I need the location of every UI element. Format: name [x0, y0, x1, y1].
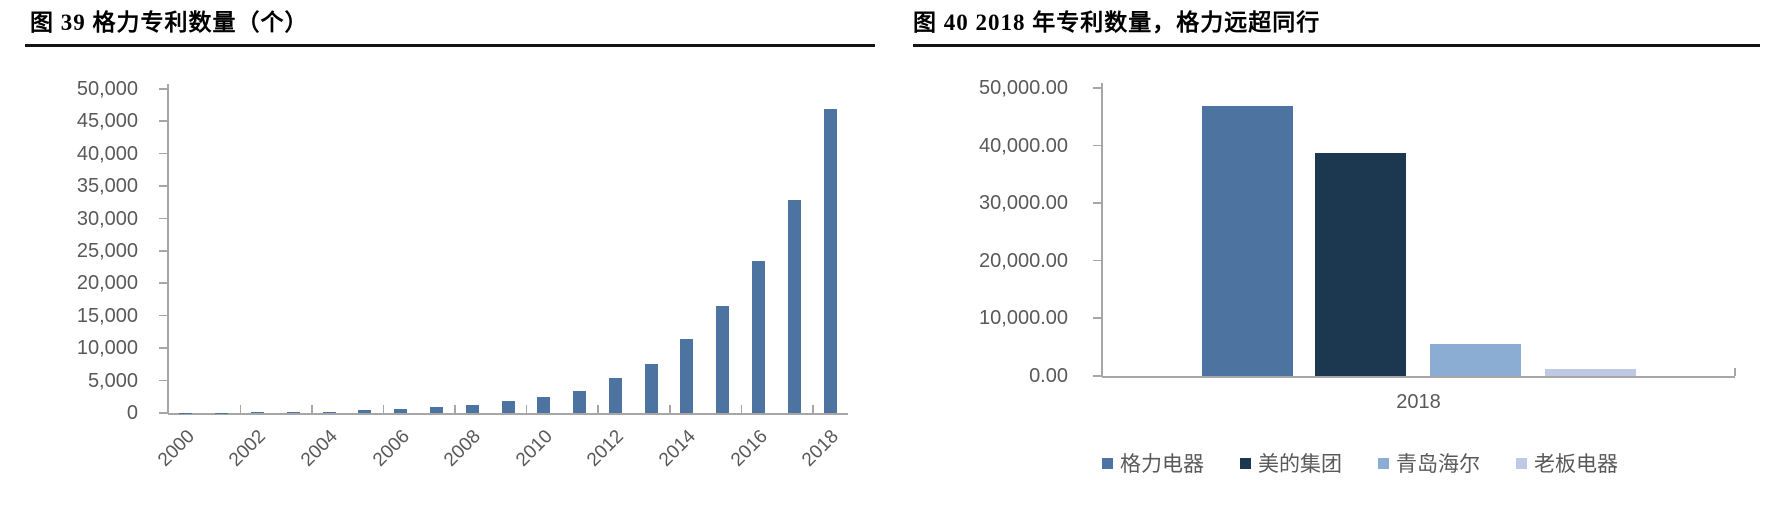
y-axis-tick: [1093, 144, 1103, 147]
y-tick-label: 50,000.00: [979, 77, 1068, 99]
y-tick-label: 45,000: [76, 110, 138, 133]
legend-swatch: [1240, 457, 1251, 469]
y-axis-tick: [159, 152, 169, 155]
y-axis-tick: [159, 347, 169, 349]
legend-label: 美的集团: [1258, 453, 1342, 476]
y-tick-label: 5,000: [87, 369, 138, 392]
bar: [787, 200, 801, 413]
bar: [573, 390, 587, 413]
y-axis-tick: [159, 282, 169, 284]
figure-39-title-rule: [25, 44, 875, 47]
legend-item: 青岛海尔: [1378, 448, 1480, 478]
legend-label: 格力电器: [1120, 453, 1204, 476]
y-axis-tick: [1093, 317, 1103, 319]
category-tick: [311, 405, 313, 413]
y-tick-label: 0.00: [1029, 365, 1068, 387]
legend-item: 格力电器: [1102, 448, 1204, 478]
category-tick: [812, 405, 814, 413]
figure-39-title: 图 39 格力专利数量（个）: [30, 10, 309, 35]
y-axis-tick: [1093, 259, 1103, 262]
y-tick-label: 30,000.00: [979, 192, 1068, 215]
category-tick: [382, 405, 385, 413]
bar: [250, 412, 264, 413]
legend-swatch: [1102, 457, 1113, 469]
y-axis-tick: [1093, 87, 1103, 89]
bar: [716, 306, 730, 413]
y-axis-tick: [1093, 375, 1103, 377]
bar: [358, 410, 372, 413]
legend: 格力电器 美的集团 青岛海尔 老板电器: [1075, 450, 1645, 476]
y-tick-label: 15,000: [76, 304, 138, 327]
bar: [608, 378, 622, 413]
y-axis-line: [167, 84, 169, 413]
bar: [644, 364, 658, 413]
y-axis-tick: [159, 217, 169, 220]
y-tick-label: 20,000.00: [979, 249, 1068, 272]
category-tick: [239, 405, 242, 413]
bar: [1430, 344, 1521, 376]
bar: [394, 409, 408, 413]
y-axis-tick: [159, 412, 169, 414]
category-tick: [454, 405, 456, 413]
y-axis-tick: [159, 250, 169, 252]
legend-swatch: [1516, 457, 1527, 469]
bar: [322, 411, 336, 413]
bar: [752, 260, 766, 413]
y-tick-label: 25,000: [76, 240, 138, 262]
y-tick-label: 40,000.00: [979, 134, 1068, 157]
legend-swatch: [1378, 457, 1389, 469]
bar: [429, 407, 443, 413]
y-tick-label: 0: [126, 402, 138, 424]
figure-40-title: 图 40 2018 年专利数量，格力远超同行: [913, 10, 1321, 35]
x-tick-label: 2018: [1396, 391, 1441, 413]
y-axis-tick: [159, 120, 169, 122]
legend-item: 美的集团: [1240, 448, 1342, 478]
y-tick-label: 20,000: [76, 272, 138, 295]
category-tick: [597, 405, 599, 413]
bar: [1545, 369, 1636, 376]
x-axis-line: [1102, 376, 1735, 378]
bar: [286, 412, 300, 413]
y-tick-label: 35,000: [76, 175, 138, 198]
bar: [465, 404, 479, 413]
bar: [1315, 152, 1406, 376]
y-tick-label: 40,000: [76, 142, 138, 165]
legend-label: 老板电器: [1534, 453, 1618, 476]
category-tick: [669, 405, 671, 413]
gree-patents-by-year-chart: 0 5,000 10,000 15,000 20,000 25,000 30,000 35,0…: [76, 78, 848, 471]
figure-40-title-rule: [913, 44, 1760, 47]
y-tick-label: 50,000: [76, 78, 138, 100]
bar: [680, 339, 694, 413]
bar: [823, 109, 837, 413]
y-tick-label: 30,000: [76, 207, 138, 230]
y-axis-line: [1101, 83, 1103, 376]
legend-item: 老板电器: [1516, 448, 1618, 478]
y-axis-tick: [159, 88, 169, 90]
y-tick-label: 10,000.00: [979, 307, 1068, 330]
y-tick-label: 10,000: [76, 337, 138, 360]
bar: [1202, 105, 1293, 376]
bar: [537, 396, 551, 413]
axis-end-tick: [1734, 368, 1736, 376]
y-axis-tick: [159, 379, 169, 382]
y-axis-tick: [159, 185, 169, 187]
y-axis-tick: [159, 314, 169, 317]
y-axis-tick: [1093, 202, 1103, 204]
category-tick: [740, 405, 743, 413]
x-axis-line: [168, 413, 848, 415]
category-tick: [525, 405, 528, 413]
legend-label: 青岛海尔: [1396, 453, 1480, 476]
bar: [501, 401, 515, 413]
